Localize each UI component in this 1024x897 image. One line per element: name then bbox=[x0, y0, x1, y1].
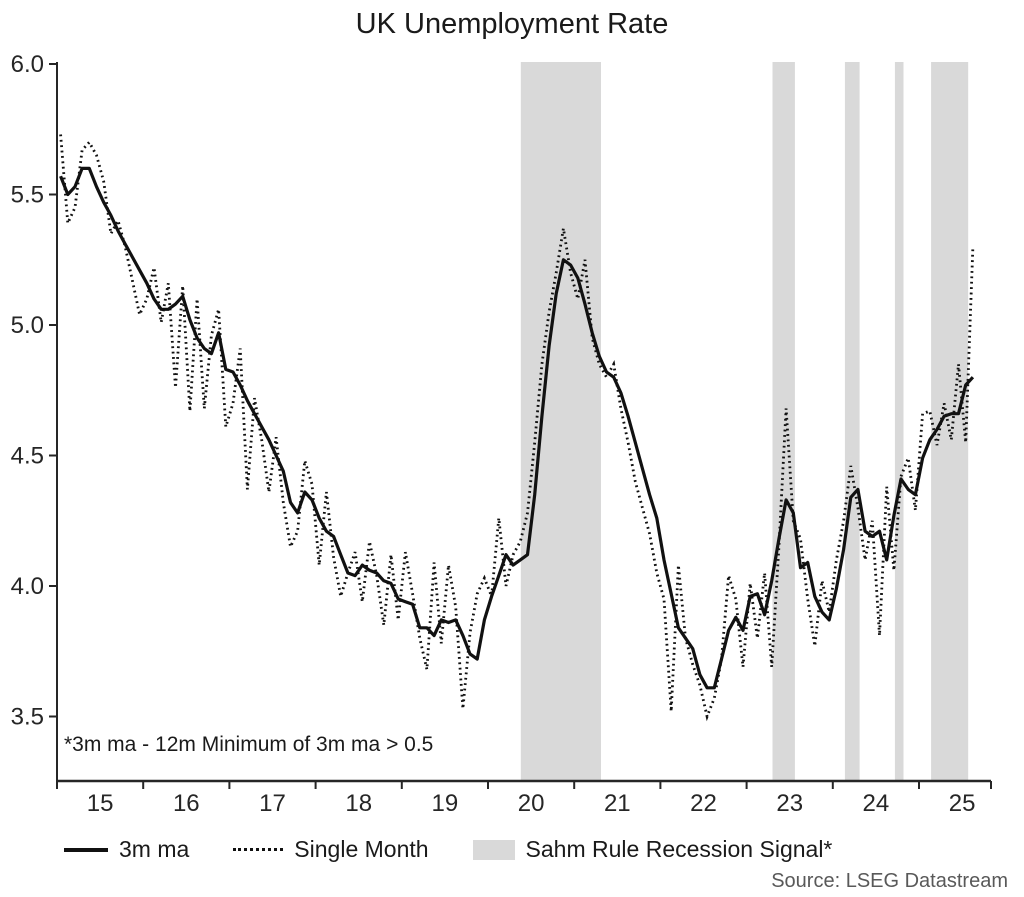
recession-band bbox=[931, 62, 969, 781]
recession-band-swatch-icon bbox=[472, 839, 515, 860]
x-axis-tick-label: 18 bbox=[345, 790, 372, 817]
x-axis-tick-label: 24 bbox=[863, 790, 890, 817]
single-month-line bbox=[59, 134, 975, 722]
x-axis-tick-label: 25 bbox=[949, 790, 976, 817]
legend-item-sahm-rule: Sahm Rule Recession Signal* bbox=[472, 836, 833, 863]
legend-label-3m-ma: 3m ma bbox=[119, 836, 190, 862]
legend-item-3m-ma: 3m ma bbox=[64, 836, 189, 863]
solid-line-swatch-icon bbox=[64, 847, 108, 852]
recession-band bbox=[894, 62, 904, 781]
x-axis-tick-label: 21 bbox=[604, 790, 631, 817]
y-axis-tick-label: 5.5 bbox=[11, 182, 44, 209]
x-axis-tick-label: 23 bbox=[776, 790, 803, 817]
x-axis-tick-label: 16 bbox=[173, 790, 200, 817]
chart-title: UK Unemployment Rate bbox=[355, 8, 669, 40]
recession-band bbox=[772, 62, 795, 781]
y-axis-tick-label: 5.0 bbox=[11, 312, 44, 339]
x-axis-tick-label: 15 bbox=[87, 790, 114, 817]
legend-item-single-month: Single Month bbox=[233, 836, 429, 863]
x-axis-tick-label: 17 bbox=[259, 790, 286, 817]
y-axis-tick-label: 3.5 bbox=[11, 704, 44, 731]
sahm-rule-footnote: *3m ma - 12m Minimum of 3m ma > 0.5 bbox=[64, 733, 434, 756]
y-axis-tick-label: 4.0 bbox=[11, 573, 44, 600]
legend-label-sahm-rule: Sahm Rule Recession Signal* bbox=[525, 836, 833, 862]
y-axis-tick-label: 6.0 bbox=[11, 51, 44, 78]
y-axis-tick-label: 4.5 bbox=[11, 443, 44, 470]
x-axis-tick-label: 19 bbox=[432, 790, 459, 817]
three-month-ma-line bbox=[59, 166, 975, 690]
legend-label-single-month: Single Month bbox=[294, 836, 429, 862]
recession-band bbox=[520, 62, 601, 781]
legend: 3m ma Single Month Sahm Rule Recession S… bbox=[64, 836, 832, 863]
recession-band bbox=[844, 62, 860, 781]
dotted-line-swatch-icon bbox=[233, 848, 284, 851]
x-axis-tick-label: 20 bbox=[518, 790, 545, 817]
x-axis-tick-label: 22 bbox=[690, 790, 717, 817]
source-text: Source: LSEG Datastream bbox=[771, 870, 1008, 892]
